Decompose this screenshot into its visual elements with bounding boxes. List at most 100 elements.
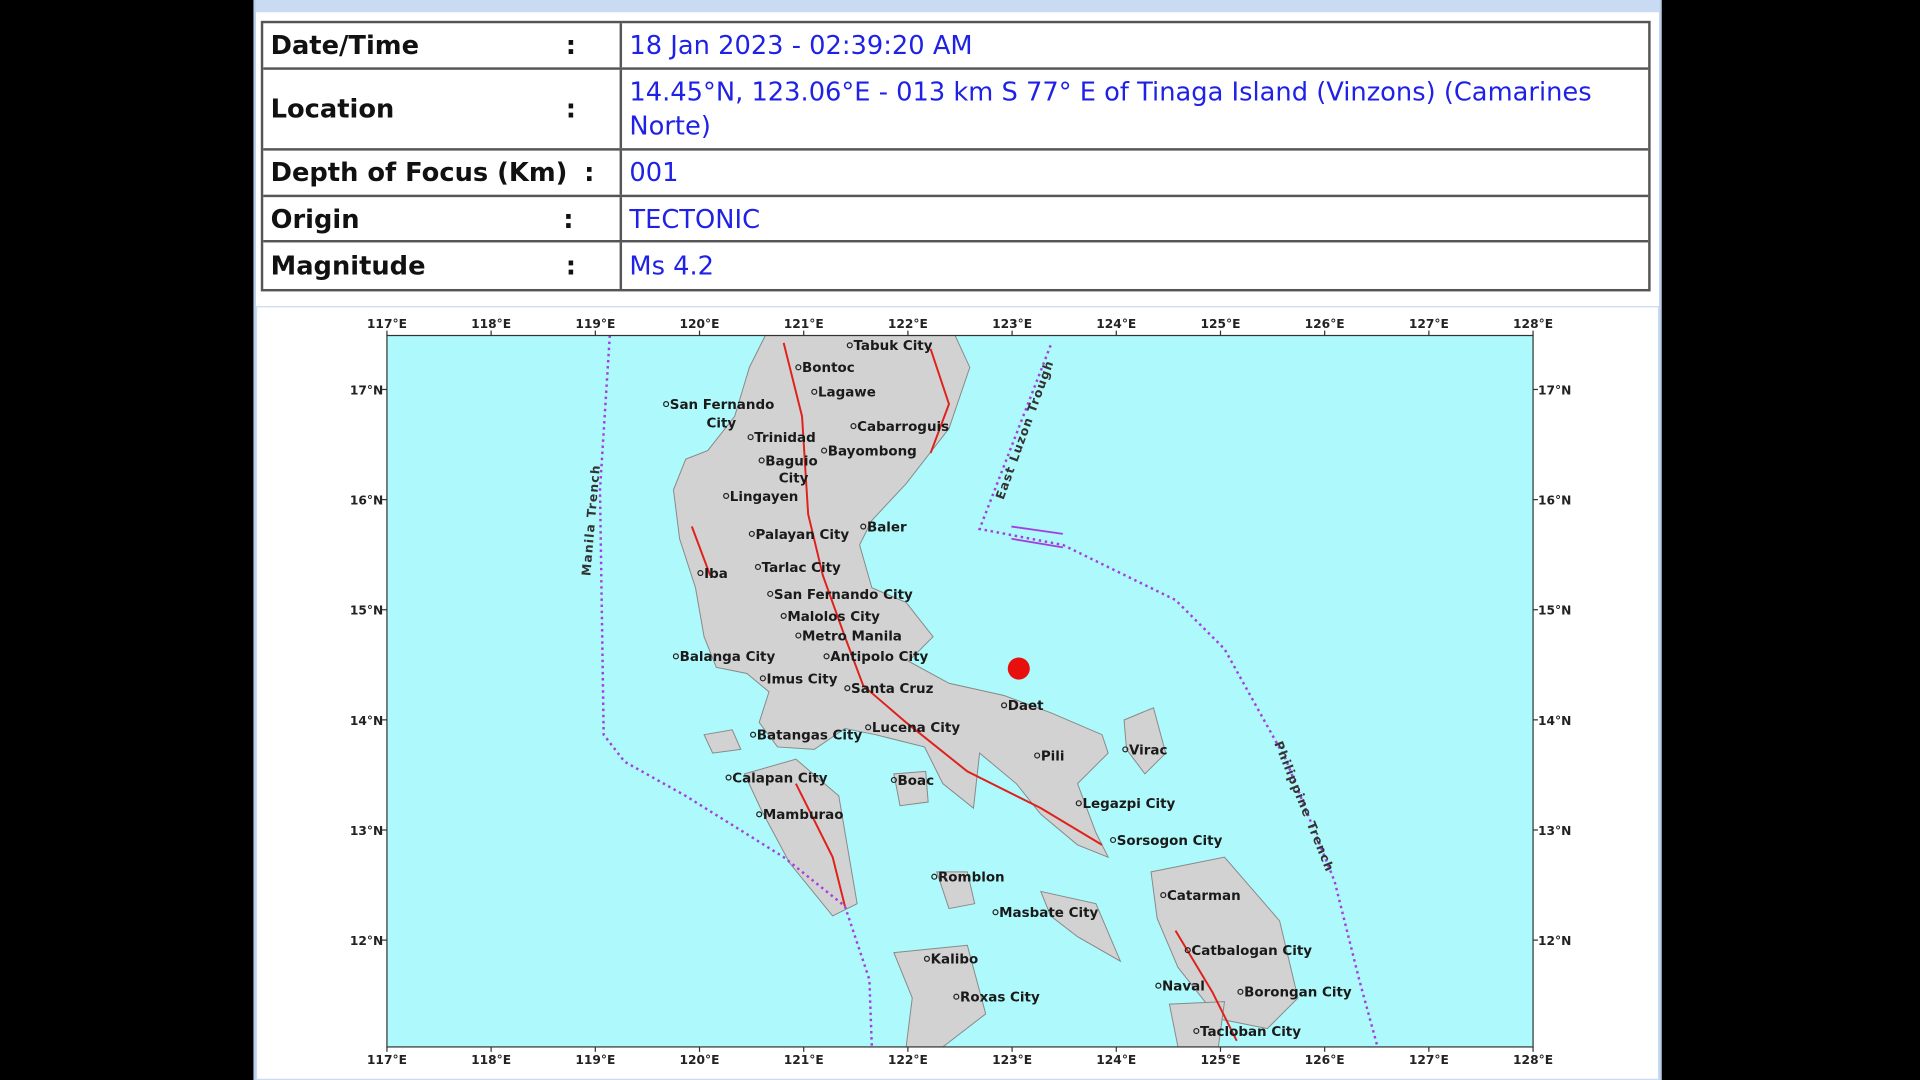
row-separator: :: [584, 157, 595, 188]
place-label: Borongan City: [1244, 986, 1352, 1001]
place-label: City: [779, 471, 809, 486]
place-dot: [850, 423, 857, 430]
place-dot: [725, 774, 732, 781]
place-label: Malolos City: [787, 610, 880, 625]
lon-tick-label: 127°E: [1409, 317, 1449, 331]
lon-tick-label: 126°E: [1305, 1053, 1345, 1067]
place-label: Cabarroguis: [857, 420, 949, 435]
place-label: San Fernando City: [774, 588, 913, 603]
place-label: Virac: [1129, 743, 1167, 758]
place-label: Mamburao: [763, 808, 844, 823]
row-separator: :: [565, 30, 577, 60]
lon-tick-label: 120°E: [680, 1053, 720, 1067]
fault-line: [782, 342, 1103, 846]
row-label: Origin: [270, 203, 360, 234]
place-dot: [780, 612, 787, 619]
row-separator: :: [563, 203, 574, 234]
row-value: TECTONIC: [629, 203, 761, 234]
row-label-cell: Depth of Focus (Km):: [263, 150, 623, 195]
place-dot: [992, 909, 999, 916]
place-label: Daet: [1008, 699, 1044, 714]
place-label: Balanga City: [680, 650, 776, 665]
place-label: Imus City: [767, 672, 838, 687]
place-dot: [846, 342, 853, 349]
lon-tick-label: 126°E: [1305, 317, 1345, 331]
place-label: Trinidad: [754, 431, 815, 446]
place-label: Palayan City: [756, 528, 850, 543]
place-dot: [747, 434, 754, 441]
place-dot: [923, 955, 931, 962]
fault-line: [690, 526, 712, 576]
info-row: Origin: TECTONIC: [263, 197, 1649, 243]
land: [672, 335, 1299, 1048]
manila-trench: [598, 335, 874, 1047]
fault-line: [1174, 930, 1238, 1042]
place-label: Iba: [704, 567, 728, 582]
place-dot: [953, 993, 960, 1000]
place-label: Baguio: [765, 454, 817, 469]
place-dot: [1160, 892, 1167, 899]
info-row: Location:14.45°N, 123.06°E - 013 km S 77…: [263, 69, 1649, 151]
lubang: [703, 729, 742, 754]
header-strip: [255, 0, 1660, 13]
place-dot: [748, 530, 755, 537]
lon-tick-label: 118°E: [471, 1053, 511, 1067]
lat-tick-label: 14°N: [350, 714, 383, 728]
lon-tick-label: 122°E: [888, 1053, 928, 1067]
row-value: 14.45°N, 123.06°E - 013 km S 77° E of Ti…: [629, 77, 1592, 141]
marinduque: [893, 770, 929, 807]
fault-line: [795, 783, 846, 907]
lat-tick-label: 17°N: [1538, 383, 1571, 397]
place-label: Calapan City: [732, 771, 828, 786]
place-label: Sorsogon City: [1117, 834, 1223, 849]
place-dot: [811, 388, 818, 395]
lon-tick-label: 121°E: [784, 317, 824, 331]
lat-tick-label: 17°N: [350, 383, 383, 397]
place-label: Tarlac City: [762, 561, 841, 576]
info-table: Date/Time:18 Jan 2023 - 02:39:20 AM Locat…: [260, 20, 1651, 292]
place-dot: [931, 873, 938, 880]
row-separator: :: [565, 251, 577, 281]
lat-tick-label: 16°N: [350, 493, 383, 507]
row-label-cell: Location:: [263, 69, 623, 149]
arrow: [1011, 537, 1064, 549]
place-label: Tabuk City: [853, 339, 932, 354]
place-label: Bayombong: [828, 445, 917, 460]
lon-tick-label: 123°E: [992, 1053, 1032, 1067]
place-label: Pili: [1041, 749, 1065, 764]
place-dot: [821, 447, 828, 454]
place-label: Tacloban City: [1200, 1025, 1301, 1040]
epicenter: [1007, 657, 1030, 680]
place-dot: [1110, 836, 1117, 844]
lon-tick-label: 117°E: [367, 317, 407, 331]
faults: [690, 342, 1238, 1042]
place-dot: [1122, 746, 1129, 753]
lat-tick-label: 15°N: [350, 604, 383, 618]
place-label: Batangas City: [757, 729, 863, 744]
place-dot: [1001, 702, 1008, 709]
place-label: Catarman: [1167, 889, 1241, 904]
row-label-cell: Magnitude:: [263, 242, 623, 289]
lon-tick-label: 125°E: [1200, 317, 1240, 331]
map-box: [255, 306, 1660, 1080]
place-dot: [756, 811, 763, 818]
lon-tick-label: 128°E: [1513, 1053, 1553, 1067]
row-value: 001: [629, 157, 679, 188]
lon-tick-label: 118°E: [471, 317, 511, 331]
info-row: Depth of Focus (Km):001: [263, 150, 1649, 198]
trenches: [598, 335, 1379, 1048]
place-label: Metro Manila: [802, 629, 902, 644]
place-label: Catbalogan City: [1191, 944, 1312, 959]
lon-tick-label: 123°E: [992, 317, 1032, 331]
place-dot: [1034, 752, 1041, 759]
lon-tick-label: 124°E: [1096, 1053, 1136, 1067]
info-row: Date/Time:18 Jan 2023 - 02:39:20 AM: [263, 23, 1649, 70]
place-dot: [890, 776, 897, 784]
place-dot: [723, 492, 730, 499]
lon-tick-label: 127°E: [1409, 1053, 1449, 1067]
samar: [1150, 856, 1299, 1030]
row-label-cell: Date/Time:: [263, 23, 623, 68]
row-label: Magnitude: [270, 251, 426, 281]
